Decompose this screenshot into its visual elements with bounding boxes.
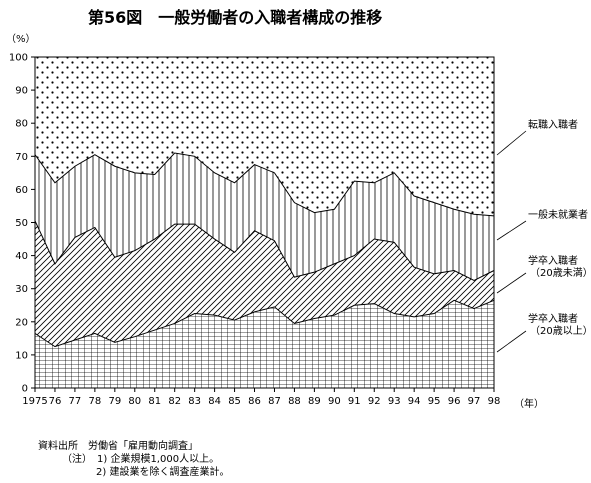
y-axis-unit: （%） bbox=[6, 33, 36, 45]
axes-group: 0 10 20 30 40 50 60 70 80 90 100 1975 76 77 78 79 80 81 82… bbox=[9, 53, 500, 408]
footnotes: 資料出所 労働省「雇用動向調査」 （注） 1) 企業規模1,000人以上。 2)… bbox=[38, 440, 229, 479]
note-2: 2) 建設業を除く調査産業計。 bbox=[96, 467, 230, 478]
x-tick-label: 94 bbox=[408, 396, 421, 407]
x-tick-label: 81 bbox=[148, 396, 161, 407]
x-axis-unit: （年） bbox=[514, 397, 544, 410]
x-tick-label: 80 bbox=[128, 396, 141, 407]
area-grid bbox=[35, 300, 494, 388]
x-tick-label: 95 bbox=[428, 396, 441, 407]
x-tick-label: 88 bbox=[288, 396, 301, 407]
legend-label-diagonal: 学卒入職者（20歳未満） bbox=[528, 254, 591, 279]
x-tick-label: 98 bbox=[488, 396, 501, 407]
legend-pointer-line bbox=[496, 130, 527, 156]
x-tick-label: 93 bbox=[388, 396, 401, 407]
stacked-area-chart: 第56図 一般労働者の入職者構成の推移 （%） （年） 0 10 20 30 40 50 6… bbox=[6, 8, 591, 410]
x-tick-label: 82 bbox=[168, 396, 181, 407]
x-tick-label: 83 bbox=[188, 396, 201, 407]
y-tick-label: 40 bbox=[15, 251, 28, 262]
x-tick-label: 78 bbox=[89, 396, 102, 407]
x-tick-label: 84 bbox=[208, 396, 221, 407]
area-dots bbox=[35, 57, 494, 216]
y-tick-label: 90 bbox=[15, 86, 28, 97]
legend-label-grid: 学卒入職者（20歳以上） bbox=[528, 312, 591, 337]
legend-pointer-line bbox=[496, 272, 527, 294]
legend-label-dots: 転職入職者 bbox=[528, 119, 578, 131]
x-tick-label: 90 bbox=[328, 396, 341, 407]
area-series-group bbox=[34, 57, 495, 388]
x-tick-label: 77 bbox=[69, 396, 82, 407]
y-tick-label: 60 bbox=[15, 185, 28, 196]
legend-label-vertical: 一般未就業者 bbox=[528, 208, 588, 221]
y-tick-label: 50 bbox=[15, 218, 28, 229]
area-diagonal bbox=[35, 220, 494, 347]
legend-pointer-line bbox=[496, 220, 527, 241]
y-tick-label: 10 bbox=[15, 350, 28, 361]
y-tick-label: 0 bbox=[22, 384, 28, 395]
area-vertical bbox=[35, 152, 494, 281]
x-tick-label: 91 bbox=[348, 396, 361, 407]
x-tick-label: 89 bbox=[308, 396, 321, 407]
x-tick-label: 1975 bbox=[22, 396, 47, 407]
chart-title: 第56図 一般労働者の入職者構成の推移 bbox=[88, 8, 382, 27]
series-boundary-line bbox=[34, 220, 495, 281]
x-tick-label: 79 bbox=[108, 396, 121, 407]
x-tick-label: 96 bbox=[448, 396, 461, 407]
x-tick-label: 87 bbox=[268, 396, 281, 407]
legend-pointer-line bbox=[496, 330, 527, 353]
note-1: （注） 1) 企業規模1,000人以上。 bbox=[62, 454, 220, 465]
y-tick-label: 30 bbox=[15, 284, 28, 295]
y-tick-label: 20 bbox=[15, 317, 28, 328]
x-tick-label: 92 bbox=[368, 396, 381, 407]
y-tick-label: 100 bbox=[9, 53, 28, 64]
source-note: 資料出所 労働省「雇用動向調査」 bbox=[38, 441, 198, 452]
y-tick-label: 80 bbox=[15, 119, 28, 130]
x-tick-label: 76 bbox=[49, 396, 62, 407]
y-tick-label: 70 bbox=[15, 152, 28, 163]
x-tick-label: 86 bbox=[248, 396, 261, 407]
x-tick-label: 97 bbox=[468, 396, 481, 407]
x-tick-label: 85 bbox=[228, 396, 241, 407]
